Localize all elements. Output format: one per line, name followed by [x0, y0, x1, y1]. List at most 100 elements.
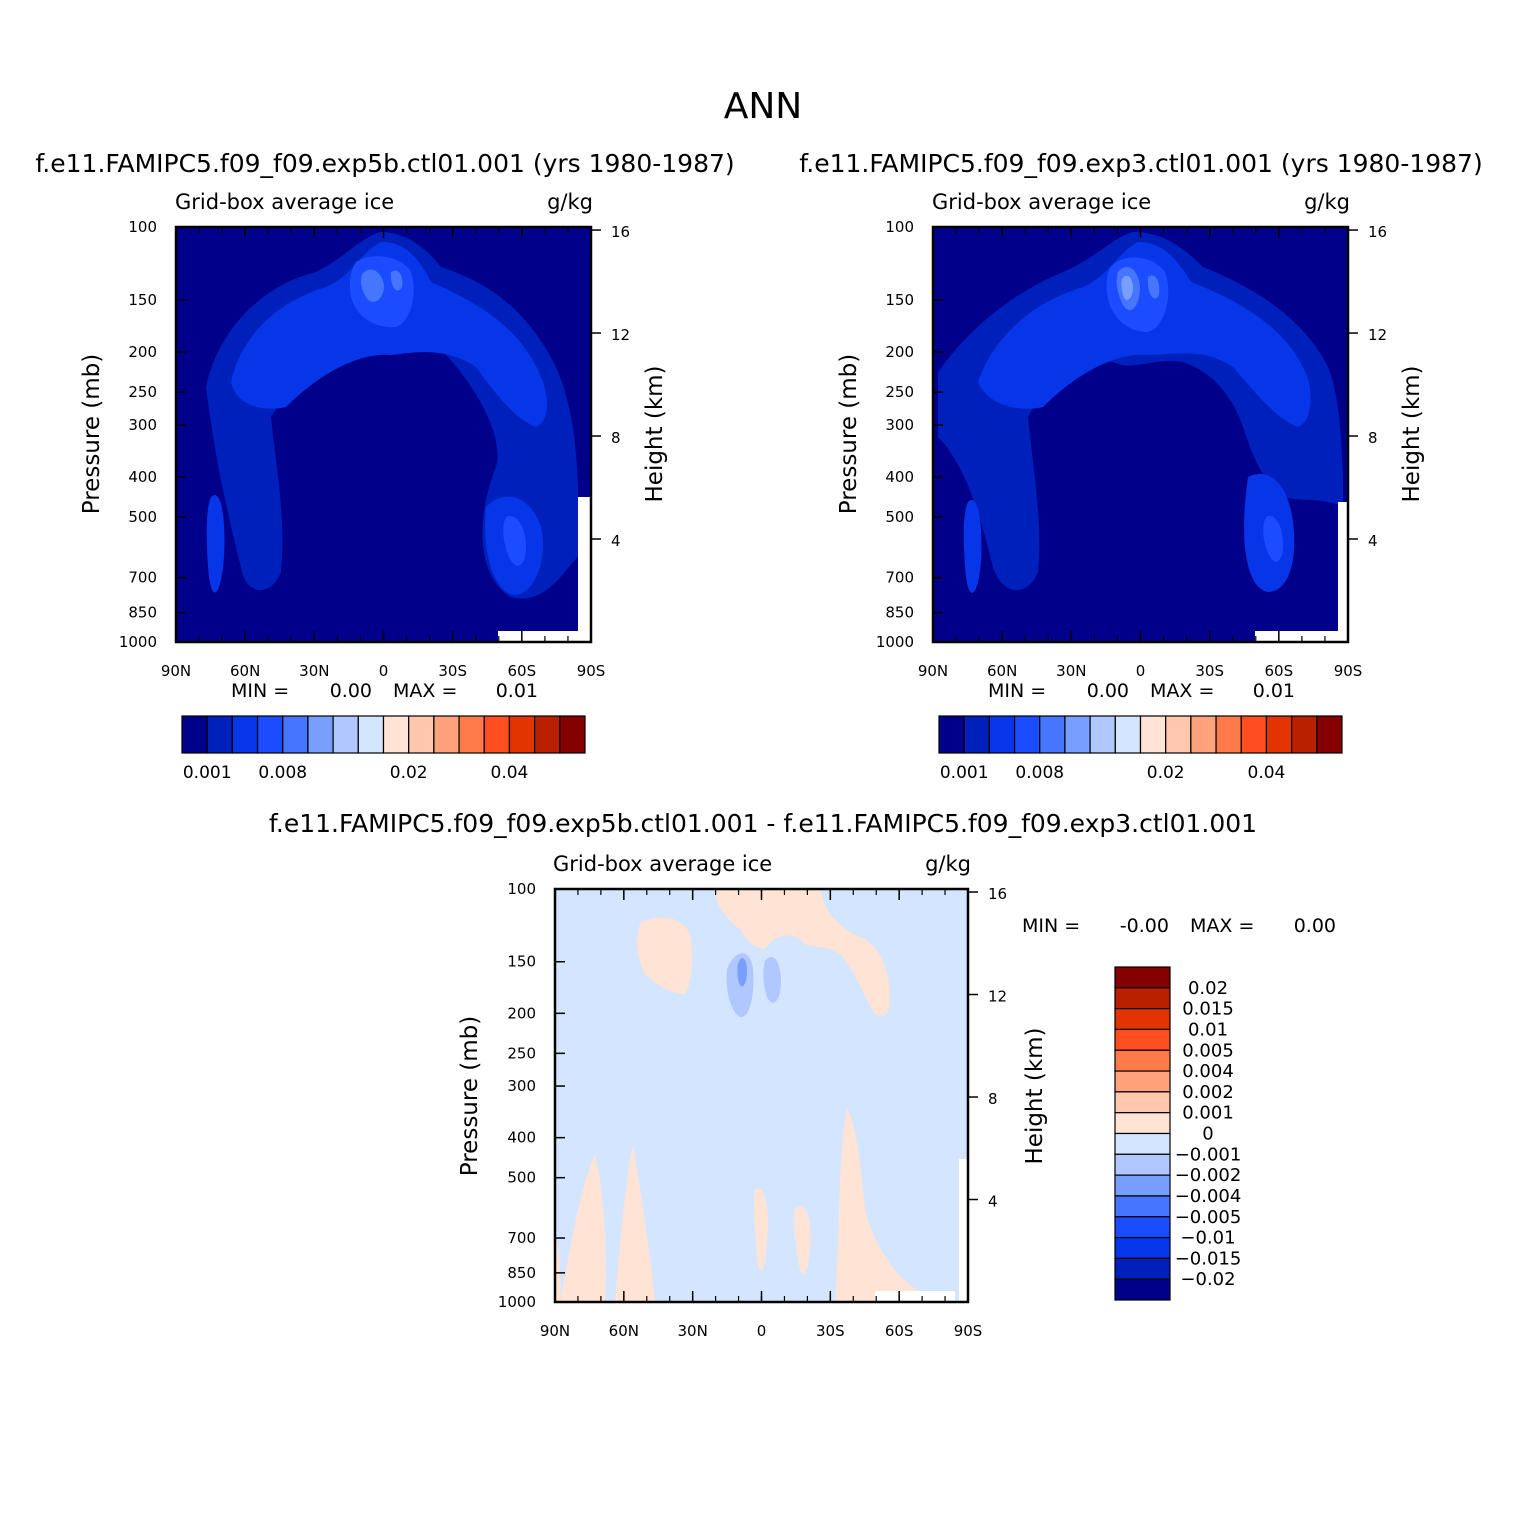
height-tick-label: 12	[988, 988, 1007, 1006]
contour-level-3c	[963, 500, 982, 593]
colorbar-box	[1114, 1091, 1171, 1114]
contour-level-pos-2	[637, 917, 693, 994]
contour-level-neg-2b	[763, 957, 781, 1003]
colorbar-box	[1114, 1174, 1171, 1197]
colorbar-label: 0.008	[258, 763, 307, 783]
panel-units-label: g/kg	[1304, 190, 1350, 214]
x-tick-label: 60N	[609, 1322, 639, 1340]
contour-level-4b	[503, 516, 526, 566]
y-tick-label: 150	[885, 291, 914, 309]
colorbar-label: 0.04	[1248, 763, 1286, 783]
contour-field	[176, 227, 591, 642]
y-tick-label: 200	[885, 343, 914, 361]
contour-field	[555, 889, 968, 1302]
y-tick-label: 400	[885, 468, 914, 486]
x-tick-label: 30N	[678, 1322, 708, 1340]
y-tick-label: 1000	[498, 1293, 536, 1311]
colorbar-box	[1114, 1257, 1171, 1280]
contour-level-3c	[206, 495, 225, 593]
colorbar-label: 0	[1202, 1124, 1213, 1145]
colorbar-box	[332, 715, 359, 754]
colorbar-label: −0.001	[1175, 1144, 1242, 1165]
contour-level-pos-7	[794, 1206, 811, 1274]
colorbar-box	[1190, 715, 1217, 754]
colorbar-box	[1114, 1195, 1171, 1218]
colorbar-box	[534, 715, 561, 754]
x-tick-label: 30S	[1195, 662, 1224, 680]
colorbar-label: 0.001	[940, 763, 989, 783]
x-tick-label: 0	[757, 1322, 767, 1340]
colorbar-box	[357, 715, 385, 754]
y-tick-label: 700	[128, 569, 157, 587]
y-axis-title: Pressure (mb)	[457, 1016, 483, 1176]
colorbar-label: 0.005	[1182, 1040, 1234, 1061]
colorbar-box	[1039, 715, 1066, 754]
missing-data	[875, 1291, 955, 1302]
min-label: MIN =	[231, 680, 289, 702]
colorbar-label: 0.02	[390, 763, 428, 783]
missing-data-edge	[1338, 502, 1348, 631]
contour-level-4b	[1263, 516, 1283, 562]
colorbar-label: 0.015	[1182, 999, 1234, 1020]
colorbar: 0.020.0150.010.0050.0040.0020.0010−0.001…	[1114, 966, 1242, 1301]
colorbar-box	[231, 715, 259, 754]
min-label: MIN =	[988, 680, 1046, 702]
x-tick-label: 60N	[230, 662, 260, 680]
contour-level-5	[361, 269, 384, 302]
y-tick-label: 700	[885, 569, 914, 587]
y-tick-label: 300	[128, 416, 157, 434]
height-tick-label: 16	[1368, 223, 1387, 241]
x-tick-label: 30N	[1056, 662, 1086, 680]
colorbar-label: −0.002	[1175, 1165, 1242, 1186]
y-tick-label: 850	[885, 604, 914, 622]
min-value: 0.00	[330, 680, 372, 702]
y-tick-label: 1000	[119, 633, 157, 651]
contour-level-6	[1121, 275, 1133, 300]
colorbar-box	[181, 715, 208, 754]
x-tick-label: 30N	[299, 662, 329, 680]
x-tick-label: 30S	[438, 662, 467, 680]
colorbar-label: 0.02	[1147, 763, 1185, 783]
colorbar-label: −0.004	[1175, 1186, 1242, 1207]
colorbar-label: 0.01	[1188, 1019, 1228, 1040]
colorbar-box	[1114, 1278, 1171, 1301]
axes: 90N 60N 30N 0 30S 60S 90S 100 150 200 250 300 400 500…	[876, 218, 1387, 680]
x-tick-label: 90N	[540, 1322, 570, 1340]
y-axis-right-title: Height (km)	[1022, 1027, 1048, 1164]
colorbar-box	[1265, 715, 1293, 754]
min-value: 0.00	[1087, 680, 1129, 702]
colorbar-box	[1064, 715, 1091, 754]
colorbar-box	[282, 715, 309, 754]
y-tick-label: 1000	[876, 633, 914, 651]
colorbar-box	[559, 715, 586, 754]
colorbar-label: −0.005	[1175, 1207, 1242, 1228]
colorbar-box	[988, 715, 1016, 754]
colorbar-box	[1114, 966, 1171, 989]
y-tick-label: 500	[128, 508, 157, 526]
colorbar-box	[1291, 715, 1318, 754]
y-tick-label: 500	[885, 508, 914, 526]
contour-level-pos-5	[835, 1109, 925, 1302]
height-tick-label: 4	[611, 532, 621, 550]
y-tick-label: 250	[885, 383, 914, 401]
min-value: -0.00	[1120, 915, 1169, 937]
height-tick-label: 12	[1368, 326, 1387, 344]
y-tick-label: 300	[507, 1077, 536, 1095]
colorbar-box	[1013, 715, 1041, 754]
panel-left-label: Grid-box average ice	[175, 190, 394, 214]
contour-level-pos-8	[555, 1239, 561, 1302]
colorbar-label: 0.001	[1182, 1103, 1234, 1124]
y-tick-label: 200	[128, 343, 157, 361]
colorbar-box	[938, 715, 965, 754]
colorbar-box	[1089, 715, 1116, 754]
height-tick-label: 16	[988, 885, 1007, 903]
y-tick-label: 100	[128, 218, 157, 236]
x-tick-label: 60S	[1265, 662, 1294, 680]
y-tick-label: 150	[128, 291, 157, 309]
colorbar-box	[1114, 715, 1142, 754]
colorbar-box	[1139, 715, 1167, 754]
contour-level-pos-1	[715, 889, 890, 1016]
contour-level-pos-6	[754, 1188, 768, 1271]
contour-level-pos-3	[560, 1154, 606, 1302]
